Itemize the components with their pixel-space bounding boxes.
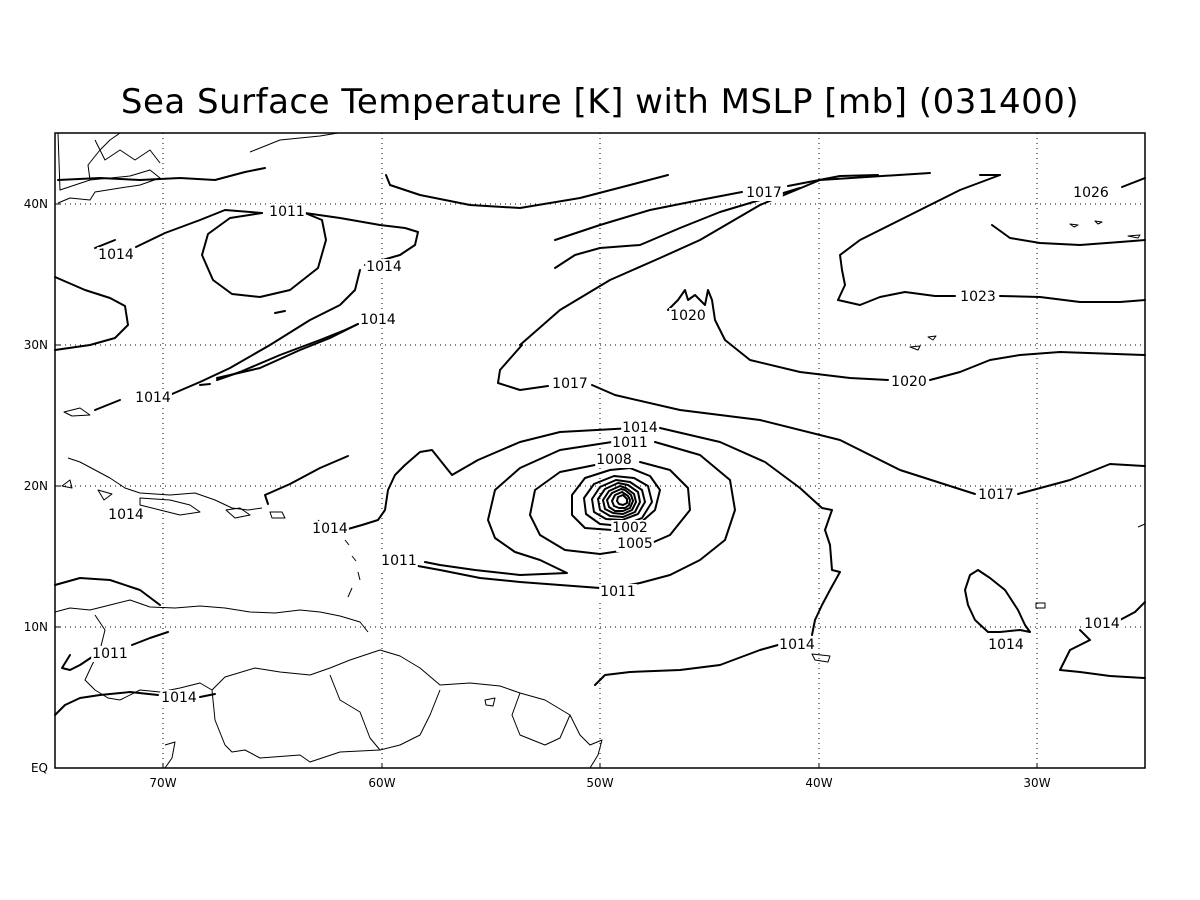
contour-label: 1011 (269, 204, 305, 220)
label-halo (91, 646, 129, 662)
plot-area: 1017 1026 1011 1014 1014 1014 1020 1023 … (54, 132, 1146, 769)
x-axis-labels: 70W 60W 50W 40W 30W (149, 776, 1050, 790)
contour-label: 1014 (98, 247, 134, 263)
contour-label: 1002 (612, 520, 648, 536)
label-halo (380, 553, 418, 569)
contour-label: 1011 (600, 584, 636, 600)
label-halo (890, 374, 928, 390)
contour-label: 1011 (381, 553, 417, 569)
lat-tick-label: 30N (24, 338, 48, 352)
label-halo (160, 690, 198, 706)
contour-label: 1014 (1084, 616, 1120, 632)
axis-ticks (55, 203, 1038, 768)
lat-tick-label: 20N (24, 479, 48, 493)
contour-label: 1014 (312, 521, 348, 537)
label-halo (107, 507, 145, 523)
map-title: Sea Surface Temperature [K] with MSLP [m… (121, 82, 1079, 122)
contour-label: 1011 (612, 435, 648, 451)
label-halo (977, 487, 1015, 503)
label-halo (611, 435, 649, 451)
contour-label: 1023 (960, 289, 996, 305)
label-halo (359, 312, 397, 328)
label-halo (745, 185, 783, 201)
label-halo (621, 420, 659, 436)
label-halo (611, 520, 649, 536)
label-halo (268, 204, 306, 220)
contour-label: 1014 (988, 637, 1024, 653)
lon-tick-label: 40W (805, 776, 832, 790)
lon-tick-label: 30W (1023, 776, 1050, 790)
label-halo (134, 390, 172, 406)
contour-label: 1020 (891, 374, 927, 390)
lat-tick-label: EQ (31, 761, 48, 775)
label-halo (959, 289, 997, 305)
contour-label: 1014 (108, 507, 144, 523)
label-halo (1072, 185, 1110, 201)
contour-label: 1020 (670, 308, 706, 324)
contour-label: 1017 (552, 376, 588, 392)
contour-label: 1014 (360, 312, 396, 328)
contour-label: 1017 (978, 487, 1014, 503)
label-halo (987, 637, 1025, 653)
label-halo (599, 584, 637, 600)
label-halo (97, 247, 135, 263)
lat-tick-label: 10N (24, 620, 48, 634)
contour-label: 1014 (779, 637, 815, 653)
label-halo (669, 308, 707, 324)
label-halo (595, 452, 633, 468)
y-axis-labels: 40N 30N 20N 10N EQ (24, 197, 48, 775)
contour-label: 1017 (746, 185, 782, 201)
lon-tick-label: 60W (368, 776, 395, 790)
graticule (55, 133, 1145, 768)
lat-tick-label: 40N (24, 197, 48, 211)
label-halo (311, 521, 349, 537)
contour-labels: 1017 1026 1011 1014 1014 1014 1020 1023 … (91, 185, 1121, 706)
lon-tick-label: 50W (586, 776, 613, 790)
contour-label: 1008 (596, 452, 632, 468)
coastlines (54, 132, 1146, 769)
isobars (54, 167, 1146, 716)
label-halo (778, 637, 816, 653)
contour-label: 1026 (1073, 185, 1109, 201)
contour-label: 1005 (617, 536, 653, 552)
contour-label: 1014 (622, 420, 658, 436)
label-halo (551, 376, 589, 392)
contour-label: 1014 (135, 390, 171, 406)
lon-tick-label: 70W (149, 776, 176, 790)
contour-label: 1011 (92, 646, 128, 662)
label-halo (1083, 616, 1121, 632)
label-halo (616, 536, 654, 552)
label-halo (365, 259, 403, 275)
contour-label: 1014 (366, 259, 402, 275)
contour-label: 1014 (161, 690, 197, 706)
